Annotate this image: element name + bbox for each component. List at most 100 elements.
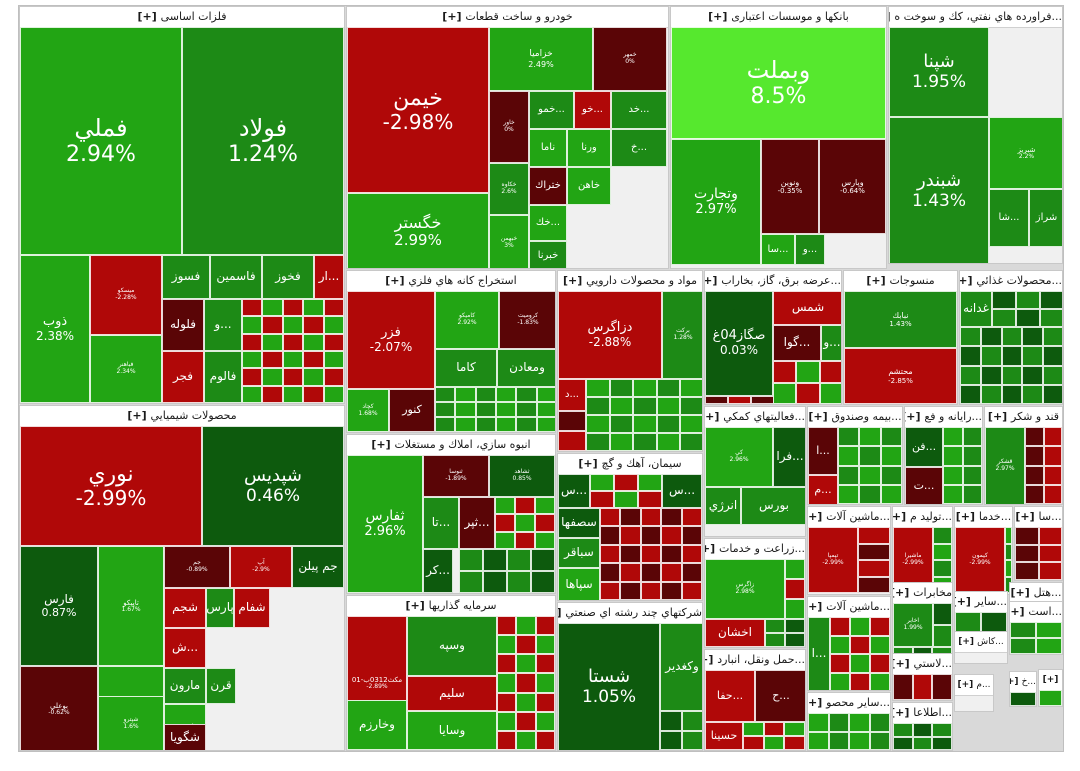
- small-stock-tile[interactable]: [680, 379, 702, 397]
- stock-tile[interactable]: بركت 1.28%: [662, 291, 702, 379]
- small-stock-tile[interactable]: [497, 692, 517, 712]
- sector-title[interactable]: ...كاش [+]: [955, 632, 1007, 653]
- stock-tile[interactable]: ...ا: [808, 427, 838, 475]
- stock-tile[interactable]: نوري -2.99%: [20, 426, 202, 546]
- small-stock-tile[interactable]: [558, 411, 586, 431]
- small-stock-tile[interactable]: [869, 713, 890, 732]
- small-stock-tile[interactable]: [838, 484, 860, 504]
- stock-tile[interactable]: وسپه: [407, 616, 497, 676]
- sector-title[interactable]: ...ماشين آلات [+]: [808, 507, 890, 528]
- small-stock-tile[interactable]: [656, 433, 681, 451]
- small-stock-tile[interactable]: [681, 563, 702, 582]
- sector-title[interactable]: ...خدما [+]: [955, 507, 1012, 528]
- expand-plus-icon[interactable]: [+]: [893, 657, 910, 670]
- small-stock-tile[interactable]: [586, 415, 610, 433]
- expand-plus-icon[interactable]: [+]: [405, 599, 429, 612]
- small-stock-tile[interactable]: [980, 327, 1002, 347]
- stock-tile[interactable]: كي 2.96%: [705, 427, 773, 487]
- stock-tile[interactable]: ونوين -0.35%: [761, 139, 819, 234]
- small-stock-tile[interactable]: [633, 415, 657, 433]
- sector-title[interactable]: ...زراعت و خدمات [+]: [705, 539, 805, 560]
- small-stock-tile[interactable]: [586, 397, 610, 415]
- small-stock-tile[interactable]: [497, 616, 517, 636]
- stock-tile[interactable]: ورنا: [567, 129, 611, 167]
- small-stock-tile[interactable]: [262, 333, 283, 351]
- small-stock-tile[interactable]: [282, 316, 304, 334]
- stock-tile[interactable]: ثنوسا -1.89%: [423, 455, 489, 497]
- stock-tile[interactable]: ...د: [558, 379, 586, 411]
- small-stock-tile[interactable]: [932, 723, 952, 737]
- expand-plus-icon[interactable]: [+]: [1010, 605, 1025, 618]
- small-stock-tile[interactable]: [1016, 309, 1040, 327]
- small-stock-tile[interactable]: [1001, 346, 1023, 366]
- small-stock-tile[interactable]: [943, 484, 963, 504]
- small-stock-tile[interactable]: [535, 730, 555, 750]
- stock-tile[interactable]: فسوز: [162, 255, 210, 299]
- small-stock-tile[interactable]: [785, 619, 805, 633]
- small-stock-tile[interactable]: [656, 397, 681, 415]
- small-stock-tile[interactable]: [483, 549, 507, 571]
- sector-title[interactable]: سرمايه گذاريها [+]: [347, 596, 555, 617]
- stock-tile[interactable]: جم پيلن: [292, 546, 344, 588]
- stock-tile[interactable]: تپمپا -2.99%: [808, 527, 858, 593]
- expand-plus-icon[interactable]: [+]: [705, 653, 714, 666]
- sector-title[interactable]: مواد و محصولات دارويي [+]: [558, 271, 702, 292]
- small-stock-tile[interactable]: [1038, 527, 1062, 545]
- small-stock-tile[interactable]: [282, 299, 304, 317]
- small-stock-tile[interactable]: [558, 431, 586, 451]
- stock-tile[interactable]: ...ح: [755, 670, 805, 722]
- small-stock-tile[interactable]: [850, 654, 870, 673]
- small-stock-tile[interactable]: [600, 563, 621, 582]
- small-stock-tile[interactable]: [680, 397, 702, 415]
- small-stock-tile[interactable]: [323, 316, 344, 334]
- small-stock-tile[interactable]: [242, 333, 263, 351]
- small-stock-tile[interactable]: [828, 731, 849, 750]
- small-stock-tile[interactable]: [870, 654, 890, 673]
- stock-tile[interactable]: ...ت: [905, 467, 943, 504]
- small-stock-tile[interactable]: [962, 465, 982, 485]
- stock-tile[interactable]: قرن: [206, 668, 236, 704]
- small-stock-tile[interactable]: [796, 382, 820, 404]
- stock-tile[interactable]: نبابك 1.43%: [844, 291, 957, 348]
- small-stock-tile[interactable]: [516, 387, 537, 402]
- expand-plus-icon[interactable]: [+]: [1042, 675, 1059, 685]
- small-stock-tile[interactable]: [590, 491, 614, 508]
- expand-plus-icon[interactable]: [+]: [893, 510, 907, 523]
- small-stock-tile[interactable]: [785, 559, 805, 579]
- small-stock-tile[interactable]: [535, 497, 555, 515]
- stock-tile[interactable]: ...خمو: [529, 91, 574, 129]
- small-stock-tile[interactable]: [1025, 484, 1044, 504]
- expand-plus-icon[interactable]: [+]: [708, 10, 732, 23]
- sector-title[interactable]: انبوه سازي، املاك و مستغلات [+]: [347, 435, 555, 456]
- small-stock-tile[interactable]: [516, 711, 536, 731]
- small-stock-tile[interactable]: [640, 508, 662, 527]
- small-stock-tile[interactable]: [282, 333, 304, 351]
- small-stock-tile[interactable]: [282, 385, 304, 403]
- stock-tile[interactable]: فلوله: [162, 299, 204, 351]
- small-stock-tile[interactable]: [638, 491, 662, 508]
- sector-title[interactable]: فلزات اساسی [+]: [20, 7, 344, 28]
- small-stock-tile[interactable]: [435, 417, 456, 432]
- stock-tile[interactable]: اخابر 1.99%: [893, 603, 933, 647]
- small-stock-tile[interactable]: [640, 526, 662, 545]
- sector-title[interactable]: ...هتل [+]: [1010, 583, 1062, 604]
- expand-plus-icon[interactable]: [+]: [385, 274, 409, 287]
- small-stock-tile[interactable]: [1010, 638, 1036, 654]
- small-stock-tile[interactable]: [838, 446, 860, 466]
- small-stock-tile[interactable]: [981, 612, 1007, 633]
- small-stock-tile[interactable]: [933, 603, 952, 625]
- small-stock-tile[interactable]: [620, 508, 641, 527]
- small-stock-tile[interactable]: [242, 368, 263, 386]
- small-stock-tile[interactable]: [660, 730, 682, 750]
- small-stock-tile[interactable]: [960, 365, 981, 385]
- small-stock-tile[interactable]: [912, 736, 933, 750]
- small-stock-tile[interactable]: [614, 491, 638, 508]
- small-stock-tile[interactable]: [830, 635, 850, 654]
- small-stock-tile[interactable]: [784, 736, 805, 750]
- small-stock-tile[interactable]: [640, 544, 662, 564]
- small-stock-tile[interactable]: [912, 674, 933, 700]
- small-stock-tile[interactable]: [743, 736, 764, 750]
- small-stock-tile[interactable]: [475, 387, 496, 402]
- sector-title[interactable]: ...خ [+]: [1010, 672, 1036, 693]
- small-stock-tile[interactable]: [507, 571, 531, 593]
